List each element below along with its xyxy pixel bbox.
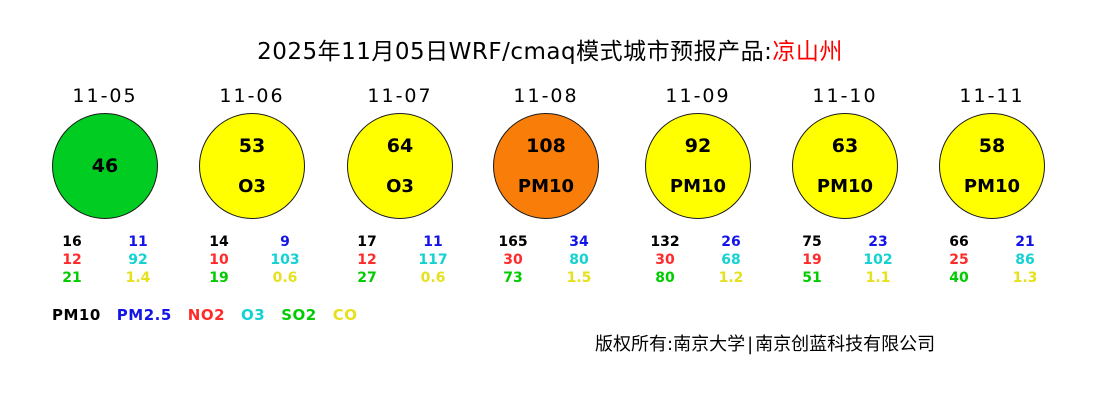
value-no2: 10 — [209, 252, 229, 268]
day-date-label: 11-11 — [959, 85, 1025, 107]
value-pm25: 34 — [569, 234, 589, 250]
primary-pollutant-label: PM10 — [963, 175, 1021, 197]
aqi-value: 92 — [684, 134, 712, 157]
pollutant-values-grid: 66 21 25 86 40 1.3 — [929, 233, 1055, 287]
day-date-label: 11-10 — [812, 85, 878, 107]
legend-item-pm10: PM10 — [52, 306, 101, 324]
value-no2: 25 — [949, 252, 969, 268]
value-pm10: 75 — [802, 234, 822, 250]
day-date-label: 11-05 — [72, 85, 138, 107]
aqi-bubble[interactable]: 92 PM10 — [645, 113, 751, 219]
page-title: 2025年11月05日WRF/cmaq模式城市预报产品:凉山州 — [0, 32, 1100, 66]
page-title-city: 凉山州 — [772, 39, 843, 65]
value-o3: 102 — [863, 252, 893, 268]
value-no2: 19 — [802, 252, 822, 268]
copyright-owner: 版权所有:南京大学 — [595, 334, 746, 355]
value-o3: 103 — [270, 252, 300, 268]
day-date-label: 11-08 — [513, 85, 579, 107]
copyright-notice: 版权所有:南京大学 | 南京创蓝科技有限公司 — [595, 330, 935, 356]
day-column: 11-11 58 PM10 66 21 25 86 40 1.3 — [918, 84, 1066, 287]
pollutant-values-grid: 17 11 12 117 27 0.6 — [337, 233, 463, 287]
value-no2: 30 — [655, 252, 675, 268]
value-pm25: 26 — [721, 234, 741, 250]
pollutant-values-grid: 14 9 10 103 19 0.6 — [189, 233, 315, 287]
value-co: 1.1 — [865, 270, 891, 286]
value-co: 1.4 — [125, 270, 151, 286]
aqi-value: 63 — [831, 134, 859, 157]
day-column: 11-10 63 PM10 75 23 19 102 51 1.1 — [771, 84, 919, 287]
aqi-bubble[interactable]: 108 PM10 — [493, 113, 599, 219]
day-date-label: 11-09 — [665, 85, 731, 107]
value-pm25: 11 — [128, 234, 148, 250]
value-co: 1.5 — [566, 270, 592, 286]
value-so2: 51 — [802, 270, 822, 286]
pollutant-values-grid: 165 34 30 80 73 1.5 — [483, 233, 609, 287]
value-o3: 68 — [721, 252, 741, 268]
forecast-row: 11-05 46 16 11 12 92 21 1.4 11-06 53 O3 14 9 10 103 19 0… — [0, 84, 1100, 304]
value-so2: 40 — [949, 270, 969, 286]
value-co: 1.3 — [1012, 270, 1038, 286]
page-title-text: 2025年11月05日WRF/cmaq模式城市预报产品: — [257, 39, 773, 65]
aqi-bubble[interactable]: 53 O3 — [199, 113, 305, 219]
aqi-value: 58 — [978, 134, 1006, 157]
value-pm10: 165 — [498, 234, 528, 250]
aqi-bubble[interactable]: 46 — [52, 113, 158, 219]
primary-pollutant-label: O3 — [386, 175, 414, 197]
day-column: 11-05 46 16 11 12 92 21 1.4 — [31, 84, 179, 287]
aqi-value: 64 — [386, 134, 414, 157]
aqi-value: 108 — [526, 134, 566, 157]
copyright-separator: | — [747, 334, 754, 355]
legend-item-o3: O3 — [241, 306, 266, 324]
aqi-value: 46 — [91, 154, 119, 177]
value-pm10: 132 — [650, 234, 680, 250]
primary-pollutant-label: O3 — [238, 175, 266, 197]
value-so2: 27 — [357, 270, 377, 286]
value-no2: 12 — [62, 252, 82, 268]
copyright-company: 南京创蓝科技有限公司 — [755, 334, 936, 355]
day-date-label: 11-06 — [219, 85, 285, 107]
legend-item-co: CO — [332, 306, 358, 324]
value-so2: 19 — [209, 270, 229, 286]
primary-pollutant-label: PM10 — [669, 175, 727, 197]
aqi-value: 53 — [238, 134, 266, 157]
value-pm25: 9 — [280, 234, 290, 250]
aqi-bubble[interactable]: 63 PM10 — [792, 113, 898, 219]
value-pm25: 23 — [868, 234, 888, 250]
value-co: 0.6 — [272, 270, 298, 286]
pollutant-values-grid: 75 23 19 102 51 1.1 — [782, 233, 908, 287]
value-pm10: 14 — [209, 234, 229, 250]
pollutant-values-grid: 132 26 30 68 80 1.2 — [635, 233, 761, 287]
value-o3: 80 — [569, 252, 589, 268]
legend-item-no2: NO2 — [187, 306, 226, 324]
aqi-bubble[interactable]: 64 O3 — [347, 113, 453, 219]
value-pm25: 21 — [1015, 234, 1035, 250]
aqi-bubble[interactable]: 58 PM10 — [939, 113, 1045, 219]
value-o3: 117 — [418, 252, 448, 268]
value-pm10: 16 — [62, 234, 82, 250]
pollutant-legend: PM10 PM2.5 NO2 O3 SO2 CO — [52, 306, 358, 324]
value-o3: 92 — [128, 252, 148, 268]
value-so2: 73 — [503, 270, 523, 286]
day-column: 11-07 64 O3 17 11 12 117 27 0.6 — [326, 84, 474, 287]
value-pm10: 66 — [949, 234, 969, 250]
value-co: 0.6 — [420, 270, 446, 286]
value-co: 1.2 — [718, 270, 744, 286]
day-column: 11-09 92 PM10 132 26 30 68 80 1.2 — [624, 84, 772, 287]
primary-pollutant-label: PM10 — [816, 175, 874, 197]
value-so2: 21 — [62, 270, 82, 286]
legend-item-so2: SO2 — [281, 306, 317, 324]
value-no2: 30 — [503, 252, 523, 268]
day-column: 11-06 53 O3 14 9 10 103 19 0.6 — [178, 84, 326, 287]
value-pm25: 11 — [423, 234, 443, 250]
value-pm10: 17 — [357, 234, 377, 250]
primary-pollutant-label: PM10 — [517, 175, 575, 197]
value-so2: 80 — [655, 270, 675, 286]
day-date-label: 11-07 — [367, 85, 433, 107]
value-no2: 12 — [357, 252, 377, 268]
value-o3: 86 — [1015, 252, 1035, 268]
pollutant-values-grid: 16 11 12 92 21 1.4 — [42, 233, 168, 287]
day-column: 11-08 108 PM10 165 34 30 80 73 1.5 — [472, 84, 620, 287]
legend-item-pm2-5: PM2.5 — [116, 306, 172, 324]
